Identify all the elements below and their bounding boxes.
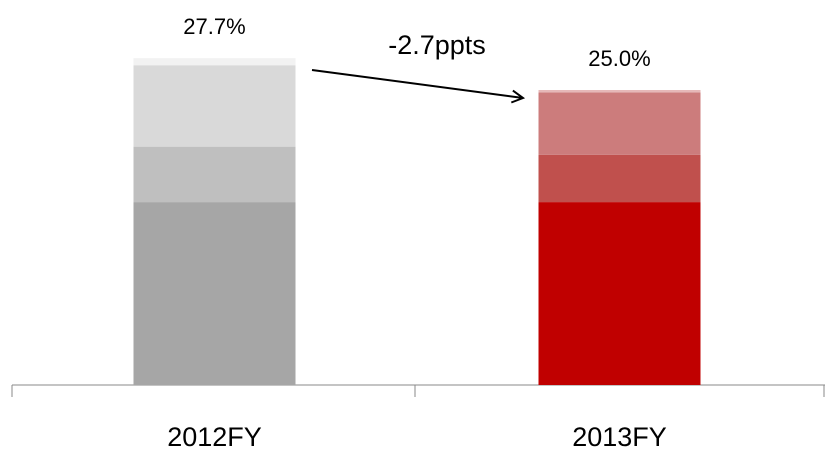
annotation: -2.7ppts: [388, 30, 486, 60]
arrow: [311, 69, 523, 98]
total-label: 27.7%: [183, 14, 245, 39]
x-tick-label: 2012FY: [167, 422, 262, 449]
total-label: 25.0%: [588, 46, 650, 71]
bar-segment: [538, 90, 701, 93]
bar-segment: [133, 65, 296, 147]
bar-segment: [133, 58, 296, 66]
bar-segment: [133, 202, 296, 385]
bar-segment: [538, 202, 701, 385]
bar-segment: [133, 146, 296, 203]
x-tick-label: 2013FY: [572, 422, 667, 449]
bar-segment: [538, 92, 701, 155]
bar-segment: [538, 154, 701, 203]
